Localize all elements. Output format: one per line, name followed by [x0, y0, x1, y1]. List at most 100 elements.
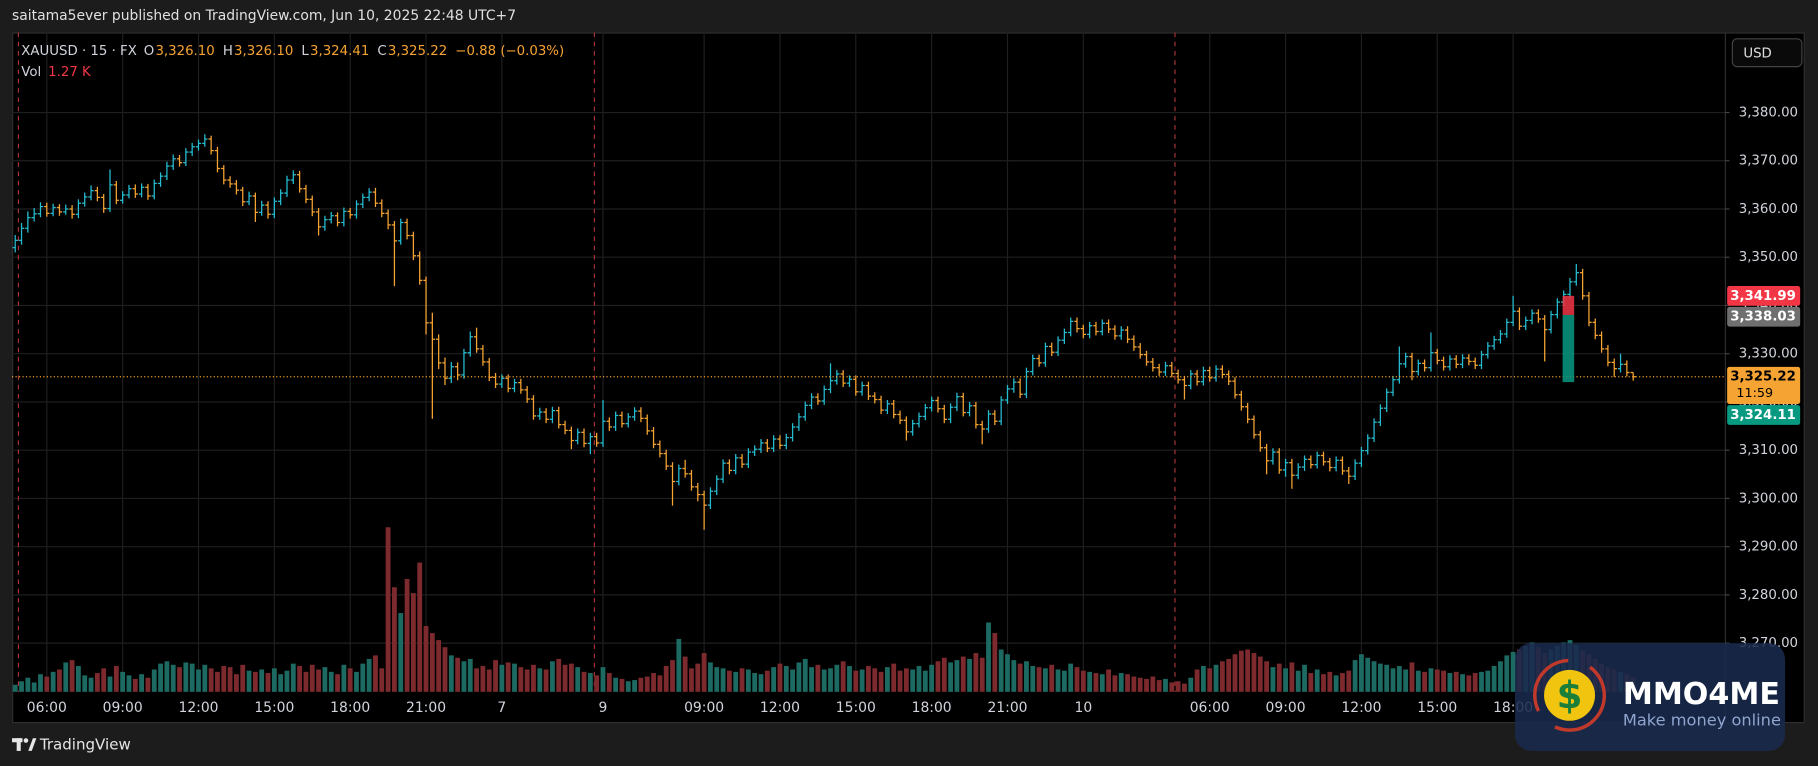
volume-bar: [1460, 674, 1465, 692]
volume-bar: [720, 668, 726, 692]
tradingview-logo: [12, 738, 37, 751]
volume-bar: [1074, 667, 1080, 692]
volume-bar: [632, 680, 637, 692]
volume-bar: [189, 663, 195, 692]
volume-bar: [486, 669, 492, 692]
watermark-coin: [1544, 669, 1596, 721]
grid: [12, 32, 1725, 692]
x-tick-label: 12:00: [1341, 700, 1381, 716]
volume-bar: [878, 671, 884, 692]
volume-bar: [1479, 671, 1484, 692]
currency-label[interactable]: USD: [1743, 46, 1771, 61]
volume-bar: [771, 667, 777, 692]
volume-bar: [442, 647, 448, 692]
price-label-box: [1727, 405, 1801, 425]
volume-bar: [916, 665, 922, 692]
session-breaks: [17, 32, 1176, 692]
price-label: 3,341.99: [1730, 289, 1796, 304]
volume-bar: [1409, 662, 1415, 692]
volume-bar: [25, 677, 31, 692]
volume-bar: [1352, 660, 1358, 692]
volume-bar: [1213, 664, 1219, 692]
volume-bar: [448, 655, 454, 692]
volume-bar: [790, 669, 795, 692]
legend-text: Vol: [21, 65, 41, 80]
y-tick-label: 3,280.00: [1739, 588, 1798, 603]
volume-bar: [215, 671, 220, 692]
y-tick-label: 3,330.00: [1739, 347, 1798, 362]
volume-bar: [1036, 667, 1042, 692]
volume-bar: [107, 676, 113, 692]
volume-bar: [126, 675, 132, 692]
volume-bar: [891, 663, 897, 692]
volume-bar: [550, 661, 555, 692]
volume-bar: [840, 661, 846, 692]
volume-bar: [252, 671, 258, 692]
volume-bar: [208, 668, 214, 692]
volume-bar: [1415, 670, 1421, 692]
volume-bar: [1472, 673, 1478, 692]
volume-bar: [998, 649, 1004, 692]
currency-button[interactable]: USD: [1731, 38, 1803, 68]
volume-bar: [1283, 668, 1288, 692]
volume-bar: [796, 662, 802, 692]
volume-bar: [360, 663, 366, 692]
volume-bar: [505, 662, 511, 692]
volume-bar: [1131, 676, 1137, 692]
volume-bar: [284, 670, 290, 692]
volume-bar: [960, 656, 966, 692]
volume-bar: [139, 674, 145, 692]
legend-text: 1.27 K: [48, 65, 92, 80]
volume-bar: [240, 664, 246, 692]
volume-bar: [265, 673, 271, 692]
volume-bar: [1270, 667, 1276, 692]
x-tick-label: 12:00: [760, 700, 800, 716]
x-tick-label: 15:00: [1417, 700, 1457, 716]
volume-bar: [714, 667, 720, 692]
volume-bar: [745, 669, 751, 692]
volume-bar: [1017, 663, 1023, 692]
volume-bar: [1359, 654, 1364, 692]
price-countdown: 11:59: [1736, 386, 1773, 401]
overlay: [12, 295, 1725, 383]
volume-bar: [183, 662, 189, 692]
x-tick-label: 7: [497, 700, 506, 716]
volume-bar: [1428, 668, 1434, 692]
volume-bar: [1238, 650, 1244, 692]
volume-bar: [1434, 669, 1440, 692]
y-tick-label: 3,360.00: [1739, 202, 1798, 217]
volume-bar: [1314, 669, 1320, 692]
volume-bar: [809, 667, 814, 692]
legend-text: 3,326.10: [155, 44, 214, 59]
volume-bar: [695, 663, 701, 692]
price-label-box: [1727, 366, 1801, 404]
volume-bar: [309, 664, 315, 692]
published-note: saitama5ever published on TradingView.co…: [12, 8, 516, 24]
volume-bar: [1175, 681, 1181, 692]
volume-bar: [556, 658, 562, 692]
price-label-box: [1727, 286, 1801, 306]
legend-text: −0.88 (−0.03%): [455, 44, 564, 59]
volume-bar: [935, 661, 941, 692]
legend-text: H: [223, 44, 233, 59]
watermark-subtitle: Make money online: [1623, 710, 1781, 729]
axes: 3,270.003,280.003,290.003,300.003,310.00…: [27, 106, 1801, 716]
volume-bar: [1504, 655, 1510, 692]
currency-button-box[interactable]: [1731, 38, 1803, 68]
volume-bar: [910, 669, 916, 692]
watermark: $ MMO4ME Make money online: [1515, 643, 1786, 751]
y-tick-label: 3,380.00: [1739, 106, 1798, 121]
volume-bar: [341, 664, 347, 692]
volume-bar: [379, 668, 385, 692]
volume-bar: [1043, 668, 1048, 692]
footer-brand: TradingView: [39, 736, 131, 754]
legend-text: L: [301, 44, 309, 59]
x-tick-label: 15:00: [836, 700, 876, 716]
volume-bar: [929, 664, 935, 692]
volume-bar: [316, 669, 321, 692]
volume-bar: [436, 640, 442, 692]
x-tick-label: 09:00: [1266, 700, 1306, 716]
volume-bar: [1188, 677, 1194, 692]
volume-bar: [606, 673, 612, 692]
